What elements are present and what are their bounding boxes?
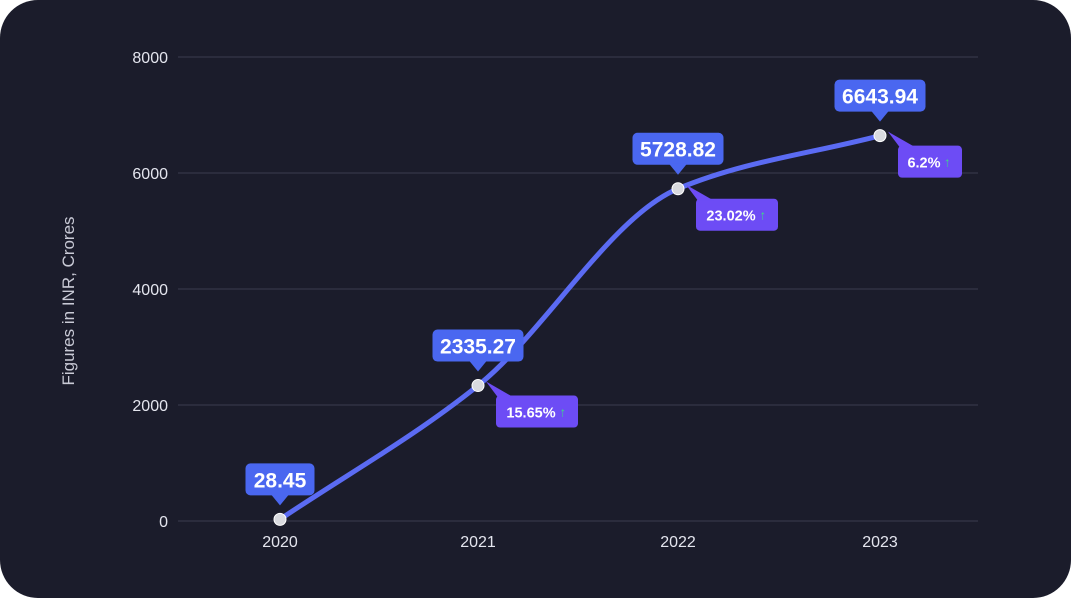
data-points xyxy=(273,129,887,526)
growth-label: 23.02% xyxy=(706,209,755,225)
growth-badge-pointer xyxy=(686,184,714,201)
y-tick-label: 6000 xyxy=(132,166,168,183)
value-callout: 2335.27 xyxy=(432,329,524,372)
growth-badge-bg xyxy=(898,145,962,178)
data-point xyxy=(671,182,685,196)
growth-badge-bg xyxy=(496,395,578,428)
value-callout-bg xyxy=(632,132,724,165)
growth-label: 6.2% xyxy=(907,156,940,172)
value-callout: 28.45 xyxy=(245,463,315,506)
value-callout-pointer xyxy=(271,494,289,506)
value-callout: 5728.82 xyxy=(632,132,724,175)
value-callout: 6643.94 xyxy=(834,79,926,122)
y-axis-ticks: 0 2000 4000 6000 8000 xyxy=(132,50,168,531)
data-point xyxy=(471,379,485,393)
growth-badge: 15.65% ↑ xyxy=(486,381,578,428)
grid-lines xyxy=(178,56,978,522)
x-axis-ticks: 2020 2021 2022 2023 xyxy=(262,534,898,551)
data-label: 2335.27 xyxy=(440,336,516,359)
growth-label: 15.65% xyxy=(506,406,555,422)
growth-badge-pointer xyxy=(486,381,514,398)
series-line xyxy=(277,133,883,522)
growth-badges: 15.65% ↑ 23.02% ↑ 6.2% ↑ xyxy=(486,131,962,428)
data-label: 6643.94 xyxy=(842,86,918,109)
x-tick-label: 2023 xyxy=(862,534,898,551)
data-label: 5728.82 xyxy=(640,139,716,162)
value-callout-pointer xyxy=(669,163,687,175)
growth-badge: 23.02% ↑ xyxy=(686,184,778,231)
y-tick-label: 8000 xyxy=(132,50,168,67)
y-tick-label: 0 xyxy=(159,514,168,531)
x-tick-label: 2022 xyxy=(660,534,696,551)
growth-badge-bg xyxy=(696,198,778,231)
arrow-up-icon: ↑ xyxy=(944,155,951,170)
series-line-path xyxy=(277,133,883,522)
growth-badge-pointer xyxy=(888,131,916,148)
value-callout-bg xyxy=(834,79,926,112)
x-tick-label: 2020 xyxy=(262,534,298,551)
x-tick-label: 2021 xyxy=(460,534,496,551)
value-callout-pointer xyxy=(871,110,889,122)
y-tick-label: 2000 xyxy=(132,398,168,415)
data-point xyxy=(873,129,887,143)
value-callout-bg xyxy=(432,329,524,362)
data-point xyxy=(273,512,287,526)
arrow-up-icon: ↑ xyxy=(560,405,567,420)
growth-badge: 6.2% ↑ xyxy=(888,131,962,178)
data-label: 28.45 xyxy=(254,469,307,492)
y-axis-label: Figures in INR, Crores xyxy=(59,216,78,385)
value-callout-bg xyxy=(245,463,315,496)
y-tick-label: 4000 xyxy=(132,282,168,299)
value-callouts: 28.45 2335.27 5728.82 6643.94 xyxy=(245,79,926,506)
value-callout-pointer xyxy=(469,360,487,372)
arrow-up-icon: ↑ xyxy=(760,208,767,223)
